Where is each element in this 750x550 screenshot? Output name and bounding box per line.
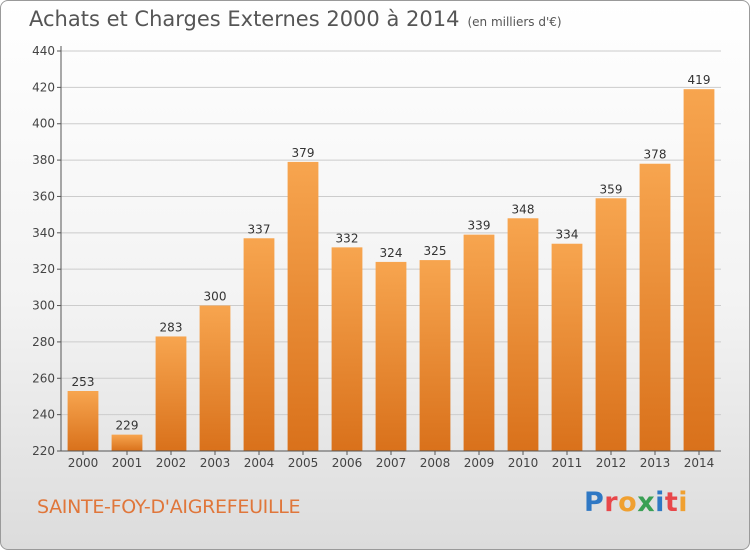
proxiti-logo[interactable]: Proxiti [584, 487, 688, 518]
labels: 220 240 260 280 300 320 340 360 380 400 420 440 253 2… [32, 44, 714, 470]
data-label: 332 [336, 231, 359, 245]
data-label: 324 [380, 246, 403, 260]
x-tick-label: 2010 [508, 456, 539, 470]
bar [287, 161, 319, 451]
y-tick-label: 340 [32, 226, 55, 240]
y-tick-label: 300 [32, 299, 55, 313]
data-label: 348 [512, 202, 535, 216]
x-tick-label: 2014 [684, 456, 715, 470]
logo-letter: o [618, 487, 638, 518]
x-tick-label: 2013 [640, 456, 671, 470]
bar [683, 89, 715, 451]
bar [199, 305, 231, 451]
x-tick-label: 2011 [552, 456, 583, 470]
data-label: 253 [72, 375, 95, 389]
logo-letter: i [655, 487, 665, 518]
y-tick-label: 220 [32, 444, 55, 458]
axes [57, 46, 721, 455]
x-tick-label: 2004 [244, 456, 275, 470]
x-tick-label: 2002 [156, 456, 187, 470]
logo-letter: x [637, 487, 656, 518]
y-tick-label: 440 [32, 44, 55, 58]
bar [111, 434, 143, 451]
data-label: 283 [160, 320, 183, 334]
bar [507, 218, 539, 451]
x-tick-label: 2003 [200, 456, 231, 470]
data-label: 419 [688, 73, 711, 87]
data-label: 300 [204, 290, 227, 304]
y-tick-label: 420 [32, 80, 55, 94]
y-tick-label: 260 [32, 371, 55, 385]
x-tick-label: 2009 [464, 456, 495, 470]
title-text: Achats et Charges Externes 2000 à 2014 [29, 7, 460, 31]
bar [419, 260, 451, 451]
y-tick-label: 360 [32, 189, 55, 203]
data-label: 339 [468, 219, 491, 233]
data-label: 325 [424, 244, 447, 258]
bar [375, 261, 407, 451]
chart-subtitle: (en milliers d'€) [467, 15, 562, 29]
logo-letter: t [664, 487, 679, 518]
y-tick-label: 400 [32, 117, 55, 131]
bar [67, 391, 99, 451]
bar [595, 198, 627, 451]
logo-letter: P [584, 487, 605, 518]
bar [639, 163, 671, 451]
data-label: 379 [292, 146, 315, 160]
x-tick-label: 2008 [420, 456, 451, 470]
logo-letter: r [604, 487, 619, 518]
chart-title: Achats et Charges Externes 2000 à 2014 (e… [29, 7, 562, 31]
bar [331, 247, 363, 451]
y-tick-label: 240 [32, 408, 55, 422]
data-label: 378 [644, 148, 667, 162]
x-tick-label: 2007 [376, 456, 407, 470]
bar [551, 243, 583, 451]
location-name: SAINTE-FOY-D'AIGREFEUILLE [37, 496, 301, 518]
logo-letter: i [678, 487, 689, 518]
bar [155, 336, 187, 451]
x-tick-label: 2006 [332, 456, 363, 470]
x-tick-label: 2005 [288, 456, 319, 470]
data-label: 334 [556, 228, 579, 242]
x-tick-label: 2001 [112, 456, 143, 470]
bars [67, 89, 715, 451]
data-label: 337 [248, 222, 271, 236]
data-label: 359 [600, 182, 623, 196]
y-tick-label: 320 [32, 262, 55, 276]
y-tick-label: 280 [32, 335, 55, 349]
y-tick-label: 380 [32, 153, 55, 167]
bar [463, 234, 495, 451]
bar [243, 238, 275, 451]
data-label: 229 [116, 419, 139, 433]
x-tick-label: 2012 [596, 456, 627, 470]
x-tick-label: 2000 [68, 456, 99, 470]
